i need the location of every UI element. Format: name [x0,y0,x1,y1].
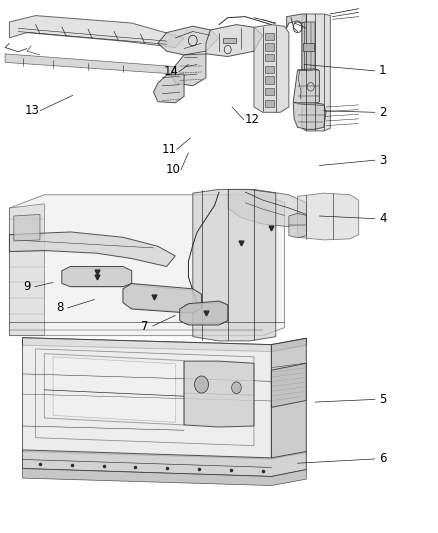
Text: 5: 5 [379,393,386,406]
Text: 14: 14 [163,66,178,78]
Polygon shape [22,338,272,459]
Polygon shape [223,38,237,43]
Polygon shape [302,22,315,71]
Text: 9: 9 [23,280,31,293]
Polygon shape [287,14,306,28]
Text: 2: 2 [379,106,386,119]
Polygon shape [265,54,274,61]
Polygon shape [297,193,359,240]
Text: 10: 10 [166,163,180,176]
Text: 13: 13 [25,104,39,117]
Polygon shape [265,88,274,95]
Polygon shape [10,232,175,266]
Text: 3: 3 [379,154,386,167]
Polygon shape [180,301,228,325]
Polygon shape [265,66,274,73]
Polygon shape [184,361,254,427]
Polygon shape [293,103,326,130]
Polygon shape [153,74,184,103]
Polygon shape [35,349,254,446]
Polygon shape [10,15,184,47]
Polygon shape [10,204,44,336]
Polygon shape [62,266,132,287]
Polygon shape [158,26,219,55]
Text: 6: 6 [379,453,386,465]
Polygon shape [123,284,201,313]
Polygon shape [193,189,276,341]
Polygon shape [10,195,285,336]
Polygon shape [22,469,306,486]
Text: 8: 8 [56,302,64,314]
Text: 4: 4 [379,212,386,225]
Polygon shape [228,189,306,227]
Text: 7: 7 [141,320,148,333]
Polygon shape [254,25,289,112]
Circle shape [194,376,208,393]
Circle shape [232,382,241,393]
Polygon shape [265,43,274,51]
Polygon shape [272,364,306,407]
Polygon shape [289,213,306,238]
Polygon shape [206,25,263,56]
Polygon shape [272,338,306,459]
Polygon shape [44,354,184,425]
Polygon shape [302,14,330,131]
Polygon shape [293,69,319,104]
Polygon shape [53,357,175,422]
Polygon shape [303,43,314,51]
Text: 11: 11 [161,143,176,156]
Polygon shape [22,450,306,477]
Text: 12: 12 [244,114,259,126]
Polygon shape [5,54,175,74]
Polygon shape [171,54,206,86]
Polygon shape [22,338,306,352]
Polygon shape [14,214,40,241]
Text: 1: 1 [379,64,386,77]
Polygon shape [265,100,274,107]
Polygon shape [265,33,274,40]
Polygon shape [265,76,274,84]
